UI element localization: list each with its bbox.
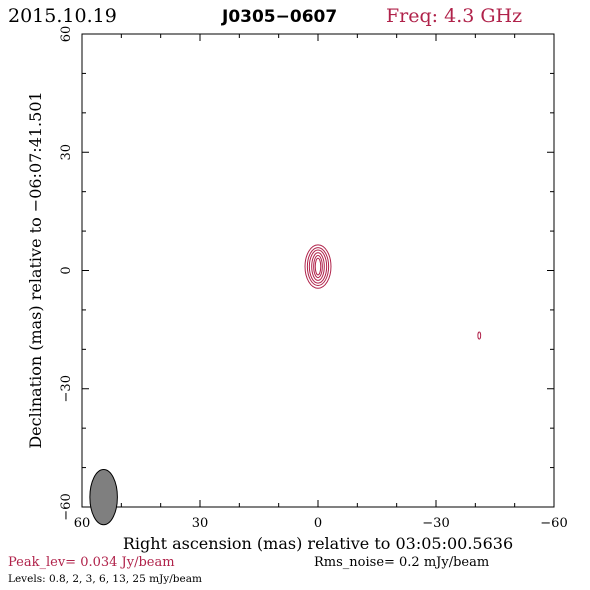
x-tick-label: 0 bbox=[314, 516, 322, 531]
tick-marks bbox=[81, 33, 555, 508]
y-tick-label: 0 bbox=[59, 266, 74, 274]
y-axis-label: Declination (mas) relative to −06:07:41.… bbox=[26, 91, 45, 448]
x-axis-label: Right ascension (mas) relative to 03:05:… bbox=[123, 534, 513, 553]
y-tick-label: −60 bbox=[59, 493, 74, 520]
contour-core bbox=[314, 257, 322, 276]
y-tick-label: −30 bbox=[59, 375, 74, 402]
contour-core bbox=[306, 247, 330, 286]
contour-core bbox=[311, 252, 325, 281]
y-tick-label: 30 bbox=[59, 144, 74, 161]
rms-noise: Rms_noise= 0.2 mJy/beam bbox=[314, 555, 489, 570]
tick-labels: 60 30 0 −30 −60 −60 −30 0 30 60 bbox=[59, 26, 568, 531]
contour-plot bbox=[304, 244, 482, 340]
x-tick-label: 60 bbox=[74, 516, 91, 531]
y-tick-label: 60 bbox=[59, 26, 74, 43]
contour-core bbox=[308, 249, 328, 284]
observation-date: 2015.10.19 bbox=[8, 5, 117, 27]
contour-levels: Levels: 0.8, 2, 3, 6, 13, 25 mJy/beam bbox=[8, 573, 202, 585]
frequency-label: Freq: 4.3 GHz bbox=[386, 5, 522, 27]
restoring-beam bbox=[89, 469, 118, 526]
peak-level: Peak_lev= 0.034 Jy/beam bbox=[8, 555, 175, 570]
contour-spot bbox=[477, 331, 482, 340]
x-tick-label: −30 bbox=[422, 516, 449, 531]
beam-ellipse-group bbox=[89, 469, 118, 526]
contour-core bbox=[313, 255, 323, 279]
contour-core bbox=[304, 244, 332, 289]
x-tick-label: 30 bbox=[192, 516, 209, 531]
source-name: J0305−0607 bbox=[221, 7, 337, 27]
x-tick-label: −60 bbox=[540, 516, 567, 531]
plot-frame bbox=[81, 33, 555, 508]
